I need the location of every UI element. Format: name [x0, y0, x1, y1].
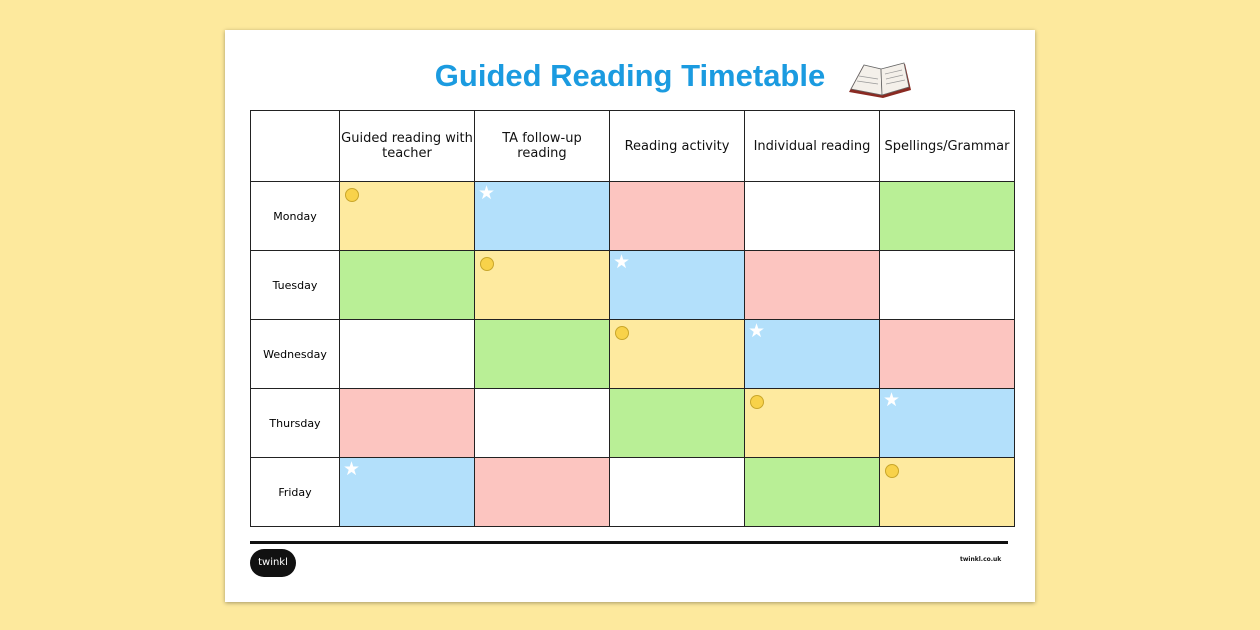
column-header: Individual reading — [744, 110, 880, 182]
timetable-cell-white — [744, 181, 880, 251]
timetable-cell-yellow — [474, 250, 610, 320]
twinkl-logo: twinkl — [250, 549, 296, 577]
timetable-cell-blue: ★ — [339, 457, 475, 527]
timetable-cell-white — [339, 319, 475, 389]
timetable-cell-yellow — [339, 181, 475, 251]
open-book-icon — [849, 62, 911, 98]
timetable-cell-green — [879, 181, 1015, 251]
timetable-cell-red — [474, 457, 610, 527]
circle-icon — [480, 257, 494, 271]
timetable-cell-red — [879, 319, 1015, 389]
timetable-cell-white — [609, 457, 745, 527]
timetable-cell-blue: ★ — [744, 319, 880, 389]
table-row: Monday ★ — [250, 181, 1015, 251]
timetable-cell-blue: ★ — [474, 181, 610, 251]
day-label: Friday — [250, 457, 340, 527]
timetable-cell-white — [879, 250, 1015, 320]
star-icon: ★ — [613, 251, 631, 273]
title-text: Guided Reading Timetable — [434, 58, 826, 93]
circle-icon — [345, 188, 359, 202]
corner-cell — [250, 110, 340, 182]
day-label: Tuesday — [250, 250, 340, 320]
table-row: Thursday ★ — [250, 388, 1015, 458]
timetable-cell-red — [744, 250, 880, 320]
star-icon: ★ — [748, 320, 766, 342]
day-label: Thursday — [250, 388, 340, 458]
timetable-cell-red — [339, 388, 475, 458]
timetable-cell-yellow — [879, 457, 1015, 527]
day-label: Wednesday — [250, 319, 340, 389]
circle-icon — [615, 326, 629, 340]
column-header: Spellings/Grammar — [879, 110, 1015, 182]
timetable-cell-blue: ★ — [879, 388, 1015, 458]
star-icon: ★ — [478, 182, 496, 204]
column-header: Reading activity — [609, 110, 745, 182]
timetable-cell-green — [339, 250, 475, 320]
timetable-cell-green — [609, 388, 745, 458]
timetable: Guided reading with teacher TA follow-up … — [250, 110, 1015, 527]
circle-icon — [750, 395, 764, 409]
star-icon: ★ — [883, 389, 901, 411]
timetable-cell-red — [609, 181, 745, 251]
circle-icon — [885, 464, 899, 478]
day-label: Monday — [250, 181, 340, 251]
timetable-cell-blue: ★ — [609, 250, 745, 320]
column-header: TA follow-up reading — [474, 110, 610, 182]
page-title: Guided Reading Timetable — [0, 58, 1260, 94]
timetable-cell-yellow — [609, 319, 745, 389]
footer-url: twinkl.co.uk — [960, 556, 1002, 563]
timetable-cell-green — [744, 457, 880, 527]
column-header: Guided reading with teacher — [339, 110, 475, 182]
footer-divider — [250, 541, 1008, 544]
table-row: Tuesday ★ — [250, 250, 1015, 320]
table-row: Friday ★ — [250, 457, 1015, 527]
timetable-cell-yellow — [744, 388, 880, 458]
table-row: Wednesday ★ — [250, 319, 1015, 389]
timetable-cell-white — [474, 388, 610, 458]
star-icon: ★ — [343, 458, 361, 480]
timetable-cell-green — [474, 319, 610, 389]
